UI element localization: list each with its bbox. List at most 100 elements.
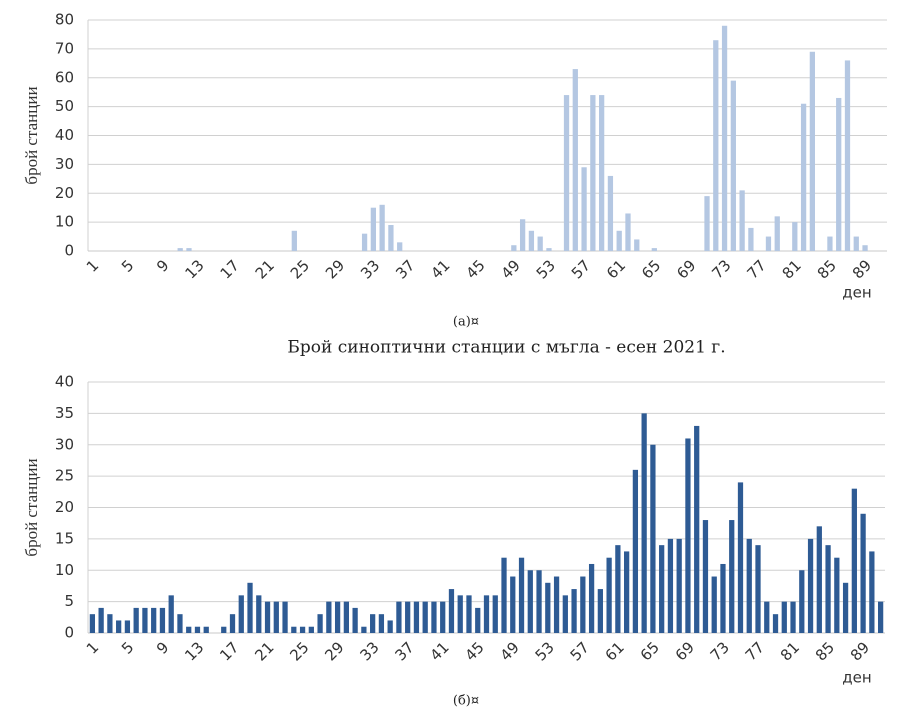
x-tick-label: 45 [463,256,489,282]
bar [545,582,551,633]
x-tick-label: 49 [498,256,524,282]
bar [221,626,227,633]
bar [860,513,866,633]
x-tick-label: 57 [568,256,594,282]
x-tick-label: 25 [287,256,313,282]
bar [124,620,131,633]
x-tick-label: 41 [427,256,453,282]
bar [792,222,798,251]
bar [405,601,411,633]
x-tick-label: 29 [322,256,348,282]
bar [291,230,297,251]
y-tick-label: 35 [55,404,74,422]
bar [844,60,851,251]
bar [186,626,192,633]
bar [807,538,814,633]
caption: (б)¤ [453,694,479,709]
y-tick-label: 40 [55,373,74,391]
x-tick-label: 9 [153,256,172,275]
bar [142,607,148,633]
y-tick-label: 15 [55,529,74,547]
y-tick-label: 30 [55,155,74,173]
bar [388,225,394,251]
bar [634,239,640,251]
x-tick-label: 49 [497,638,523,664]
bar [396,601,402,633]
bar [580,576,586,633]
x-tick-label: 81 [777,638,803,664]
bar [853,236,859,251]
y-tick-label: 50 [55,97,74,115]
y-tick-label: 10 [55,213,74,231]
bar [352,607,358,633]
bar [624,551,630,633]
bar [781,601,787,633]
bar [475,607,481,633]
bar [378,614,385,633]
bar [616,230,622,251]
x-tick-label: 21 [252,256,278,282]
bar [343,601,349,633]
bar [588,563,595,633]
x-tick-label: 73 [707,638,733,664]
y-axis-label: брой станции [22,458,41,556]
bar [511,245,517,251]
bar [98,607,104,633]
bar [397,242,403,251]
bar [599,95,605,251]
bar [370,614,376,633]
bar [273,601,279,633]
bar [800,103,807,251]
x-tick-label: 17 [216,638,242,664]
bar [676,538,682,633]
bar [510,576,516,633]
y-tick-label: 5 [64,592,74,610]
bar [625,213,631,251]
bar [694,425,700,633]
x-tick-label: 65 [637,638,663,664]
bar [370,207,376,251]
bar [702,520,709,633]
bar [739,190,745,251]
bar [590,95,596,251]
bar [772,614,779,633]
x-tick-label: 37 [392,256,418,282]
bar [282,601,288,633]
bar [790,601,796,633]
bar [413,601,420,633]
y-axis-label: брой станции [22,86,41,184]
bar [571,589,577,633]
x-tick-label: 37 [391,638,417,664]
bar [483,595,490,633]
x-tick-label: 17 [217,256,243,282]
bar [326,601,332,633]
bar [711,576,717,633]
x-tick-label: 53 [533,256,559,282]
bar [562,595,568,633]
bar [851,488,857,633]
bar [581,167,587,251]
bar [748,227,754,251]
bar [536,570,542,633]
y-tick-label: 25 [55,467,74,485]
bar [615,545,621,633]
y-tick-label: 30 [55,435,74,453]
bar [528,230,535,251]
bar [177,248,183,251]
y-tick-label: 80 [55,11,74,29]
bar [606,557,612,633]
y-tick-label: 20 [55,498,74,516]
bar [361,233,368,251]
y-tick-label: 10 [55,561,74,579]
x-tick-label: 45 [462,638,488,664]
bar [572,69,578,252]
bar [713,40,719,252]
x-tick-label: 73 [708,256,734,282]
bar [519,219,526,251]
bar [457,595,463,633]
bar [308,626,314,633]
bar [862,245,868,251]
x-tick-label: 1 [83,256,102,275]
bar [774,216,780,251]
bar [607,175,614,251]
